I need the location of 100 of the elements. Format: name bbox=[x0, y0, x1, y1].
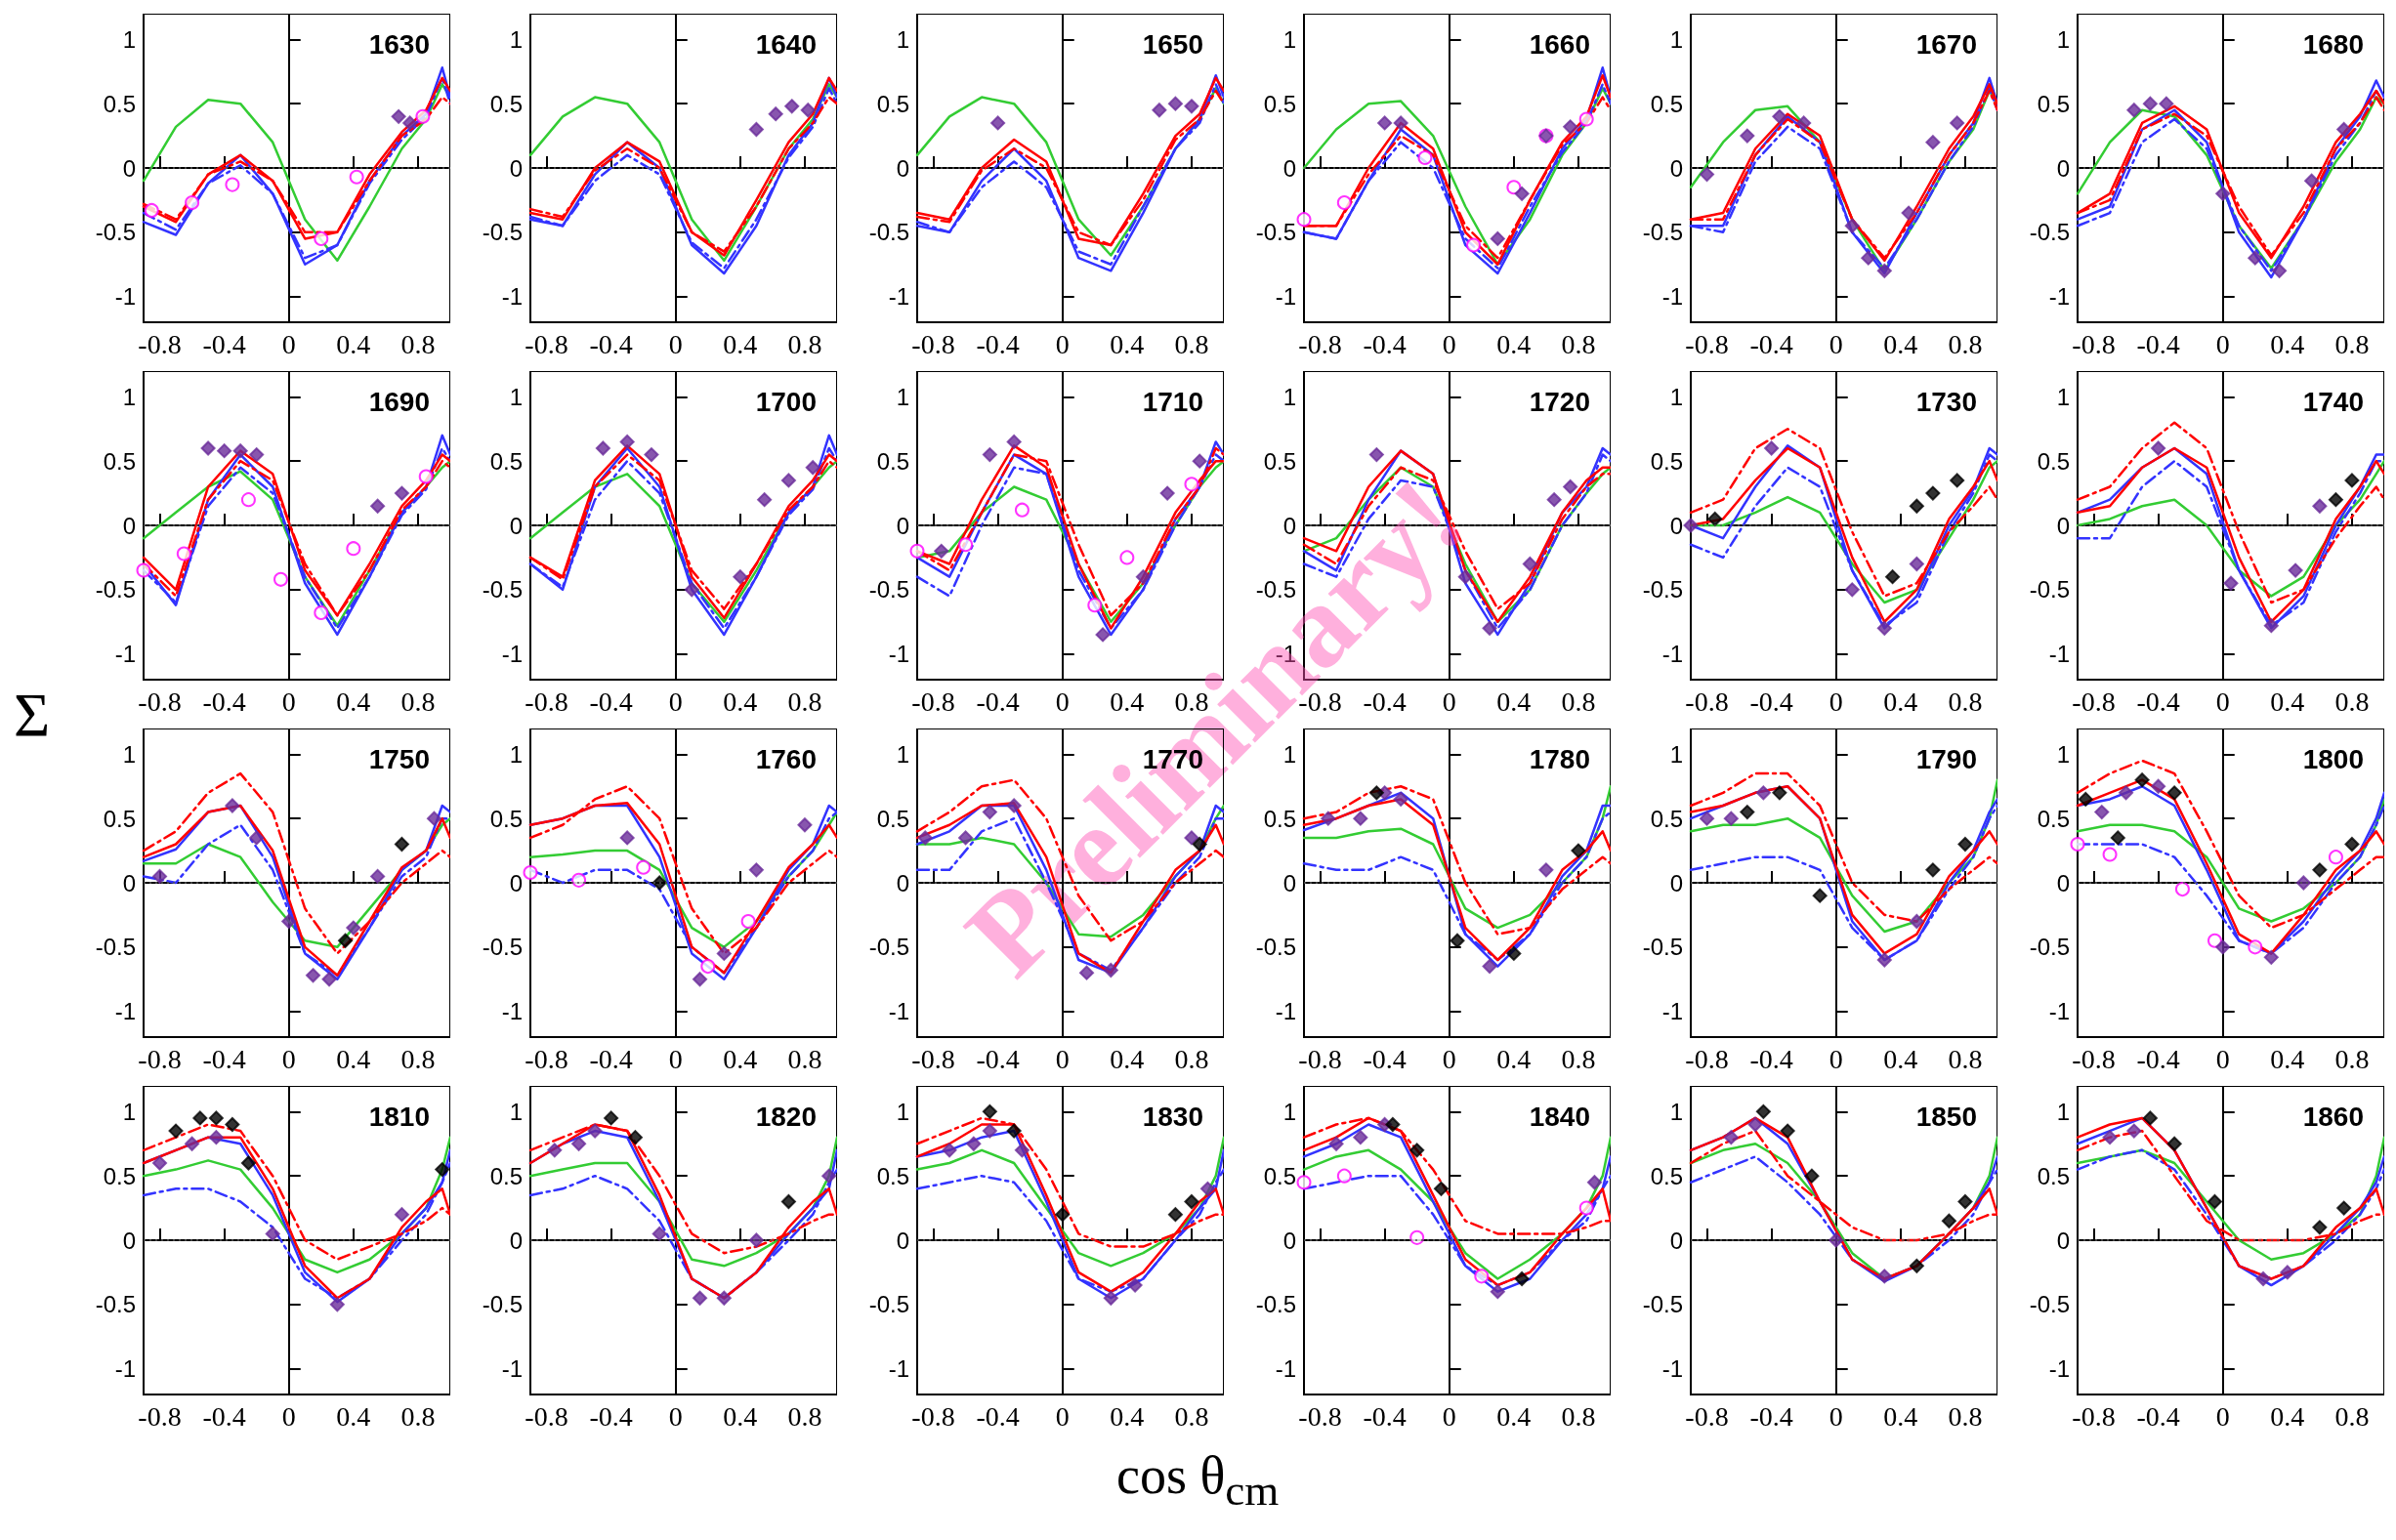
y-tick-label: -1 bbox=[1661, 641, 1683, 668]
text: 1820 bbox=[755, 1101, 818, 1132]
y-tick-label: 0.5 bbox=[876, 1162, 909, 1189]
text: 1800 bbox=[2302, 743, 2365, 774]
y-tick-label: 1 bbox=[1282, 25, 1296, 53]
y-tick-label: 1 bbox=[122, 25, 136, 53]
x-tick-label: 0.4 bbox=[336, 1400, 371, 1432]
text: 1630 bbox=[368, 28, 431, 60]
y-tick-label: 1 bbox=[2056, 740, 2070, 768]
y-tick-label: -1 bbox=[2048, 1355, 2070, 1383]
x-tick-label: 0.4 bbox=[2270, 1043, 2305, 1074]
y-tick-label: 1 bbox=[2056, 25, 2070, 53]
y-tick-label: -1 bbox=[1275, 283, 1296, 311]
y-tick-label: 0.5 bbox=[103, 447, 136, 475]
text: 1660 bbox=[1529, 28, 1591, 60]
y-tick-label: 0 bbox=[122, 512, 136, 539]
y-tick-label: 0.5 bbox=[103, 90, 136, 117]
x-tick-label: 0.8 bbox=[1948, 686, 1983, 717]
y-axis-title: Σ bbox=[14, 680, 51, 752]
x-tick-label: 0.4 bbox=[2270, 686, 2305, 717]
y-tick-label: 1 bbox=[2056, 1098, 2070, 1125]
x-tick-label: 0 bbox=[2215, 1400, 2230, 1432]
y-tick-label: -0.5 bbox=[868, 1291, 909, 1318]
y-tick-label: 1 bbox=[1669, 1098, 1683, 1125]
y-tick-label: -0.5 bbox=[1255, 1291, 1296, 1318]
y-tick-label: 1 bbox=[1282, 383, 1296, 410]
y-tick-label: 0.5 bbox=[103, 1162, 136, 1189]
text: 1780 bbox=[1529, 743, 1591, 774]
x-tick-label: -0.4 bbox=[202, 1043, 246, 1074]
x-tick-label: 0.8 bbox=[1561, 328, 1596, 359]
y-tick-label: 0 bbox=[509, 512, 523, 539]
x-tick-label: -0.8 bbox=[138, 1043, 182, 1074]
x-tick-label: 0.4 bbox=[336, 1043, 371, 1074]
y-tick-label: -0.5 bbox=[2029, 934, 2070, 961]
y-tick-label: 0.5 bbox=[489, 1162, 523, 1189]
x-tick-label: -0.8 bbox=[1298, 1043, 1342, 1074]
x-tick-label: 0.8 bbox=[400, 1043, 436, 1074]
x-tick-label: 0.8 bbox=[787, 328, 822, 359]
y-tick-label: 1 bbox=[1669, 740, 1683, 768]
y-tick-label: 1 bbox=[2056, 383, 2070, 410]
y-tick-label: -1 bbox=[1661, 283, 1683, 311]
x-tick-label: 0 bbox=[668, 1400, 683, 1432]
y-tick-label: 0.5 bbox=[1263, 90, 1296, 117]
x-tick-label: -0.8 bbox=[911, 1043, 955, 1074]
x-tick-label: 0.8 bbox=[1174, 1043, 1209, 1074]
text: 1760 bbox=[755, 743, 818, 774]
y-tick-label: -1 bbox=[2048, 998, 2070, 1025]
y-tick-label: 0 bbox=[1669, 512, 1683, 539]
x-tick-label: -0.8 bbox=[2072, 328, 2116, 359]
y-tick-label: 0 bbox=[509, 869, 523, 896]
y-tick-label: 1 bbox=[896, 1098, 909, 1125]
x-tick-label: 0.8 bbox=[1948, 1400, 1983, 1432]
text: 1720 bbox=[1529, 386, 1591, 417]
y-tick-label: -0.5 bbox=[95, 576, 136, 604]
x-tick-label: -0.8 bbox=[2072, 686, 2116, 717]
x-tick-label: -0.8 bbox=[1685, 328, 1729, 359]
x-tick-label: -0.4 bbox=[589, 1400, 633, 1432]
x-tick-label: 0.8 bbox=[1174, 1400, 1209, 1432]
x-tick-label: -0.4 bbox=[2136, 1043, 2180, 1074]
x-tick-label: 0 bbox=[281, 328, 296, 359]
x-tick-label: -0.8 bbox=[525, 328, 568, 359]
y-tick-label: 1 bbox=[896, 740, 909, 768]
x-tick-label: 0.4 bbox=[1883, 328, 1918, 359]
y-tick-label: 0.5 bbox=[1650, 1162, 1683, 1189]
text: 1670 bbox=[1915, 28, 1978, 60]
x-tick-label: -0.8 bbox=[911, 686, 955, 717]
x-tick-label: 0 bbox=[281, 1043, 296, 1074]
x-tick-label: -0.4 bbox=[2136, 1400, 2180, 1432]
x-tick-label: -0.4 bbox=[2136, 686, 2180, 717]
y-tick-label: 0.5 bbox=[1650, 90, 1683, 117]
y-tick-label: -0.5 bbox=[482, 576, 523, 604]
y-tick-label: -1 bbox=[501, 641, 523, 668]
x-tick-label: 0.8 bbox=[787, 1043, 822, 1074]
x-tick-label: -0.8 bbox=[2072, 1043, 2116, 1074]
y-tick-label: 1 bbox=[896, 383, 909, 410]
x-tick-label: 0 bbox=[668, 686, 683, 717]
x-axis-title: cos θ$_{cm}$ bbox=[1116, 1445, 1280, 1516]
x-tick-label: -0.4 bbox=[589, 1043, 633, 1074]
x-tick-label: -0.4 bbox=[1749, 328, 1793, 359]
x-tick-label: -0.4 bbox=[1363, 1400, 1407, 1432]
x-tick-label: 0 bbox=[1055, 1043, 1070, 1074]
y-tick-label: 0 bbox=[1669, 1227, 1683, 1254]
text: 1850 bbox=[1915, 1101, 1978, 1132]
y-tick-label: 0.5 bbox=[876, 805, 909, 832]
y-tick-label: 1 bbox=[509, 383, 523, 410]
y-tick-label: -1 bbox=[501, 998, 523, 1025]
x-tick-label: 0.4 bbox=[1496, 1043, 1532, 1074]
y-tick-label: -0.5 bbox=[482, 1291, 523, 1318]
y-tick-label: 1 bbox=[1669, 383, 1683, 410]
x-tick-label: -0.4 bbox=[202, 328, 246, 359]
x-tick-label: 0.4 bbox=[723, 328, 758, 359]
x-tick-label: 0.8 bbox=[2334, 328, 2370, 359]
y-tick-label: 1 bbox=[1282, 1098, 1296, 1125]
text: 1840 bbox=[1529, 1101, 1591, 1132]
y-tick-label: -0.5 bbox=[95, 934, 136, 961]
y-tick-label: 1 bbox=[122, 383, 136, 410]
x-tick-label: -0.4 bbox=[1363, 1043, 1407, 1074]
x-tick-label: 0.4 bbox=[1883, 1400, 1918, 1432]
x-tick-label: -0.4 bbox=[202, 1400, 246, 1432]
x-tick-label: 0.8 bbox=[1561, 686, 1596, 717]
